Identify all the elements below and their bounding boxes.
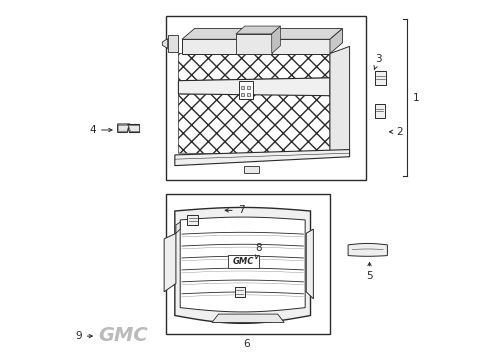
Bar	[246, 93, 249, 96]
Text: 1: 1	[411, 93, 418, 103]
Polygon shape	[305, 229, 313, 299]
Polygon shape	[271, 26, 280, 54]
Polygon shape	[329, 46, 349, 157]
Bar	[246, 86, 249, 89]
Polygon shape	[182, 39, 329, 54]
Text: 7: 7	[224, 205, 244, 215]
Polygon shape	[118, 125, 129, 131]
Polygon shape	[180, 217, 305, 312]
Bar	[234, 287, 244, 297]
Polygon shape	[167, 35, 178, 52]
Polygon shape	[175, 207, 310, 323]
Polygon shape	[176, 222, 180, 233]
Polygon shape	[329, 28, 342, 54]
Text: 3: 3	[373, 54, 381, 69]
Polygon shape	[182, 28, 342, 39]
Bar	[374, 104, 384, 118]
Text: 4: 4	[89, 125, 112, 135]
Bar	[165, 16, 365, 180]
Text: 5: 5	[366, 262, 372, 282]
Polygon shape	[127, 124, 139, 132]
Polygon shape	[211, 314, 284, 323]
Polygon shape	[118, 124, 130, 132]
Bar	[241, 93, 244, 96]
Polygon shape	[178, 94, 329, 155]
Bar	[241, 86, 244, 89]
Bar	[374, 71, 386, 85]
Text: GMC: GMC	[232, 257, 254, 266]
Bar	[236, 34, 271, 54]
Polygon shape	[164, 233, 176, 292]
Polygon shape	[178, 78, 329, 96]
Bar	[239, 81, 252, 99]
Bar	[228, 255, 258, 268]
Text: GMC: GMC	[98, 326, 147, 345]
Polygon shape	[128, 125, 139, 131]
Polygon shape	[178, 54, 329, 81]
Polygon shape	[236, 26, 280, 34]
Bar	[165, 194, 329, 334]
Text: 9: 9	[75, 331, 92, 341]
Polygon shape	[162, 39, 167, 49]
Text: 6: 6	[243, 339, 249, 349]
Bar	[187, 215, 198, 225]
Polygon shape	[175, 149, 349, 166]
Polygon shape	[347, 243, 386, 256]
Text: 2: 2	[388, 127, 403, 137]
Text: 8: 8	[255, 243, 262, 258]
Polygon shape	[243, 166, 258, 173]
